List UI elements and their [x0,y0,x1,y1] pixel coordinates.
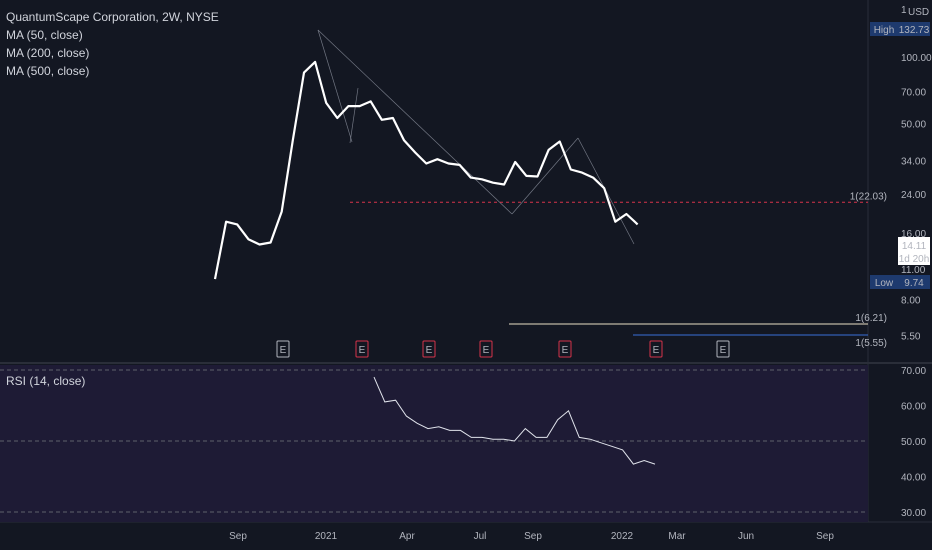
time-axis-label: Jul [474,531,487,542]
time-axis-label: Mar [668,531,686,542]
earnings-marker[interactable]: E [649,340,663,358]
earnings-marker[interactable]: E [422,340,436,358]
countdown-value: 1d 20h [899,254,930,265]
earnings-marker-box[interactable] [422,340,436,358]
high-tag: High 132.73 [870,22,930,36]
currency-prefix: 1 [901,5,907,16]
low-tag-value-box [898,275,930,289]
trend-line-drawing[interactable] [317,29,353,143]
earnings-marker-box[interactable] [649,340,663,358]
high-tag-label: High [874,25,895,36]
price-tick-label: 8.00 [901,296,921,307]
price-tick-label: 16.00 [901,229,926,240]
time-axis-label: 2022 [611,531,634,542]
rsi-tick-label: 40.00 [901,473,926,484]
high-tag-value: 132.73 [899,25,930,36]
price-tick-label: 70.00 [901,87,926,98]
trend-line-drawing[interactable] [349,87,359,144]
trend-line-drawing[interactable] [511,137,579,215]
earnings-marker[interactable]: E [276,340,290,358]
low-tag-label-box [870,275,898,289]
rsi-series-line[interactable] [373,376,656,465]
price-series-line[interactable] [213,60,639,280]
earnings-marker-box[interactable] [479,340,493,358]
high-tag-label-box [870,22,898,36]
low-tag-label: Low [875,278,894,289]
trend-line-drawing[interactable] [317,29,513,215]
earnings-marker[interactable]: E [479,340,493,358]
rsi-tick-label: 70.00 [901,366,926,377]
time-axis-label: Sep [229,531,247,542]
axes: 100.00 70.00 50.00 34.00 24.00 16.00 11.00 8.00… [229,5,932,542]
price-tick-label: 24.00 [901,190,926,201]
price-tick-label: 5.50 [901,332,921,343]
level-label-22: 1(22.03) [850,191,887,202]
time-axis-label: 2021 [315,531,338,542]
price-tick-label: 11.00 [901,265,926,276]
rsi-tick-label: 60.00 [901,402,926,413]
rsi-tick-label: 50.00 [901,437,926,448]
earnings-marker-box[interactable] [355,340,369,358]
price-tick-label: 100.00 [901,53,932,64]
low-tag-value: 9.74 [904,278,924,289]
time-axis-label: Sep [816,531,834,542]
earnings-marker-label: E [653,345,660,356]
earnings-marker-label: E [562,345,569,356]
time-axis-label: Sep [524,531,542,542]
chart-legend: QuantumScape Corporation, 2W, NYSE MA (5… [6,8,219,80]
earnings-marker[interactable]: E [716,340,730,358]
rsi-legend: RSI (14, close) [6,372,85,390]
earnings-marker-label: E [280,345,287,356]
rsi-background [0,365,868,522]
price-tick-label: 34.00 [901,157,926,168]
earnings-marker-box[interactable] [558,340,572,358]
earnings-marker-label: E [426,345,433,356]
rsi-title[interactable]: RSI (14, close) [6,374,86,388]
earnings-marker-label: E [720,345,727,356]
earnings-marker[interactable]: E [355,340,369,358]
price-tick-label: 50.00 [901,120,926,131]
last-price-box [898,237,930,265]
last-price-tag: 14.11 1d 20h [898,237,930,265]
earnings-marker-box[interactable] [716,340,730,358]
low-tag: Low 9.74 [870,275,930,289]
last-price-value: 14.11 [902,241,927,252]
currency-label: USD [908,7,929,18]
indicator-ma50[interactable]: MA (50, close) [6,28,83,42]
level-label-5: 1(5.55) [855,338,887,349]
rsi-panel[interactable] [0,365,868,522]
earnings-marker[interactable]: E [558,340,572,358]
earnings-marker-label: E [359,345,366,356]
earnings-marker-label: E [483,345,490,356]
price-panel[interactable]: 1(22.03) 1(6.21) 1(5.55) E E E E E E E [213,29,887,358]
high-tag-value-box [898,22,930,36]
earnings-marker-box[interactable] [276,340,290,358]
chart-title[interactable]: QuantumScape Corporation, 2W, NYSE [6,10,219,24]
time-axis-label: Jun [738,531,754,542]
time-axis-label: Apr [399,531,415,542]
rsi-tick-label: 30.00 [901,508,926,519]
indicator-ma500[interactable]: MA (500, close) [6,64,90,78]
indicator-ma200[interactable]: MA (200, close) [6,46,90,60]
level-label-6: 1(6.21) [855,313,887,324]
